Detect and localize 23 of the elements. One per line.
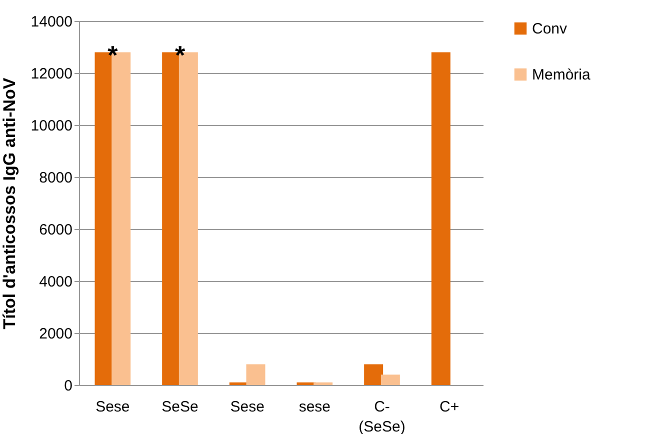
y-tick-label: 2000	[39, 326, 72, 342]
x-tick-label: Sese	[230, 398, 264, 416]
bar	[314, 382, 333, 385]
y-tick-label: 12000	[30, 66, 72, 82]
y-tick-label: 6000	[39, 222, 72, 238]
bar	[364, 364, 384, 385]
annotation: *	[174, 40, 186, 70]
y-tick-label: 14000	[30, 14, 72, 30]
bar	[246, 364, 266, 385]
x-tick-label: sese	[298, 398, 331, 416]
bar	[431, 52, 450, 385]
y-tick-label: 8000	[39, 170, 72, 186]
y-axis-title: Títol d'anticossos IgG anti-NoV	[0, 77, 19, 330]
legend-label: Memòria	[532, 66, 591, 84]
y-tick-label: 4000	[39, 274, 72, 290]
x-tick-label: Sese	[96, 398, 130, 416]
legend-label: Conv	[532, 20, 568, 38]
annotation: *	[108, 40, 119, 70]
y-tick-label: 0	[64, 378, 72, 394]
y-tick-label: 10000	[30, 118, 72, 134]
x-tick-label: C+	[440, 398, 460, 416]
x-tick-label: SeSe	[162, 398, 198, 416]
bar	[380, 374, 400, 385]
